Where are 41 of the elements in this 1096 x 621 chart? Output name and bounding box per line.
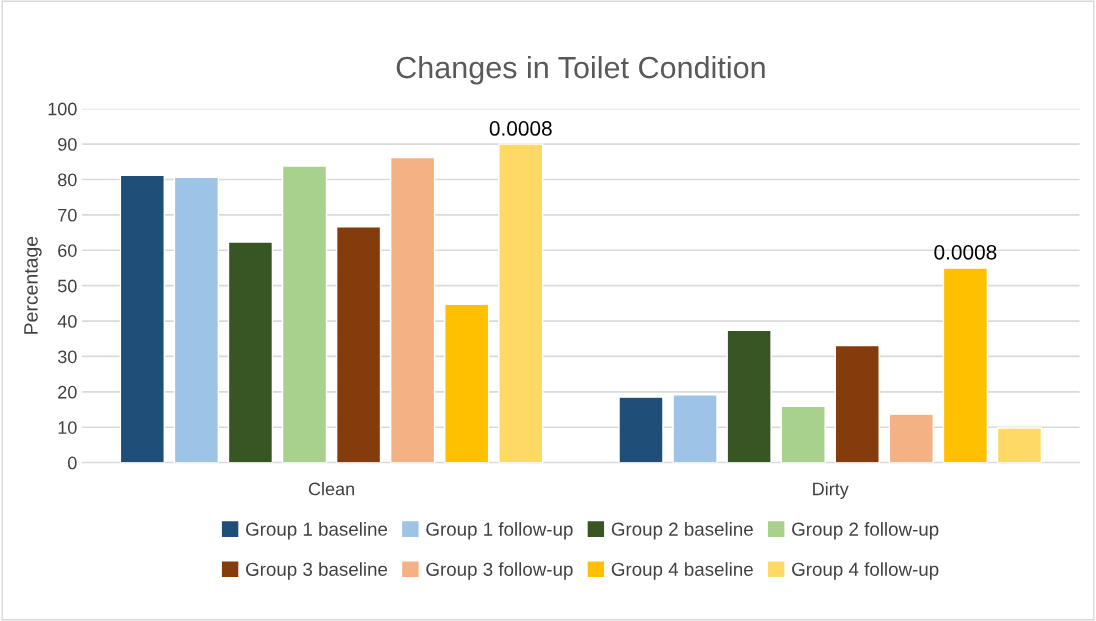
- legend-label: Group 2 baseline: [611, 522, 753, 540]
- x-tick-label: Clean: [308, 482, 354, 496]
- annotation: 0.0008: [489, 121, 552, 136]
- bar: [498, 143, 544, 463]
- legend-label: Group 1 baseline: [246, 522, 388, 540]
- y-tick-label: 100: [48, 102, 77, 116]
- legend-label: Group 4 follow-up: [792, 562, 939, 580]
- y-tick-label: 80: [58, 173, 77, 187]
- legend-label: Group 3 follow-up: [426, 562, 573, 580]
- bar: [834, 344, 880, 463]
- bar: [119, 174, 165, 463]
- bar: [444, 303, 490, 463]
- y-tick-label: 50: [57, 279, 77, 293]
- y-tick-label: 30: [57, 350, 77, 364]
- y-axis-title: Percentage: [24, 236, 42, 334]
- x-tick-label: Dirty: [813, 482, 849, 499]
- bar: [780, 405, 826, 463]
- legend-label: Group 2 follow-up: [792, 522, 939, 540]
- bar: [390, 156, 436, 463]
- y-tick-label: 70: [58, 208, 77, 222]
- bar: [335, 226, 382, 463]
- y-tick-label: 40: [57, 314, 77, 328]
- bar: [227, 241, 274, 463]
- bar: [942, 267, 989, 463]
- y-tick-label: 20: [58, 385, 77, 399]
- y-tick-label: 90: [58, 138, 77, 151]
- bar: [996, 427, 1043, 463]
- y-tick-label: 0: [68, 456, 77, 470]
- chart-title: Changes in Toilet Condition: [396, 55, 765, 85]
- bar: [281, 165, 328, 463]
- annotation: 0.0008: [934, 244, 997, 260]
- y-tick-label: 60: [58, 244, 77, 257]
- bar: [726, 329, 772, 463]
- bar: [672, 393, 718, 463]
- legend-label: Group 1 follow-up: [426, 522, 573, 540]
- bar: [173, 176, 220, 463]
- legend-label: Group 3 baseline: [246, 562, 388, 580]
- legend-label: Group 4 baseline: [611, 562, 753, 580]
- bar: [888, 413, 934, 463]
- bar: [618, 396, 664, 463]
- y-tick-label: 10: [58, 421, 77, 434]
